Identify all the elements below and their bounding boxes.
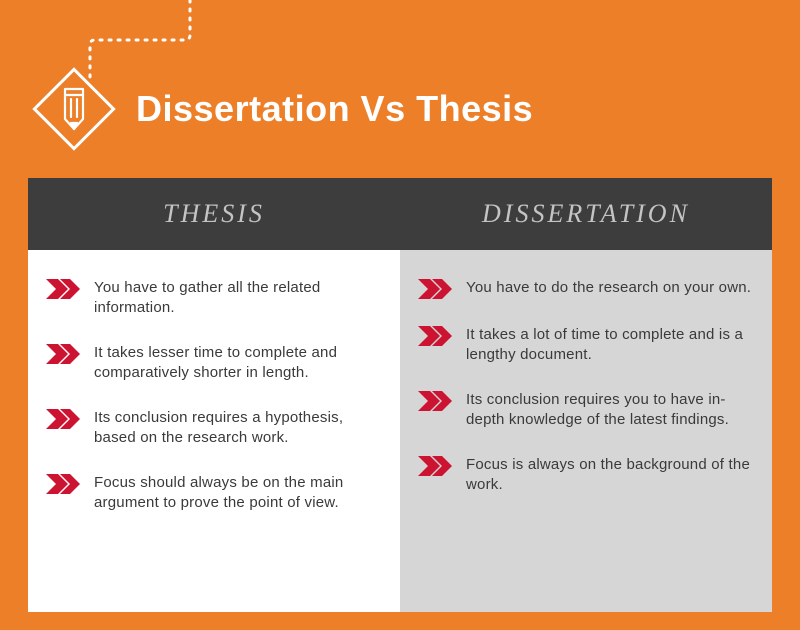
list-item: Focus should always be on the main argum… [46, 473, 380, 512]
item-text: It takes a lot of time to complete and i… [466, 325, 752, 364]
header: Dissertation Vs Thesis [0, 0, 800, 178]
item-text: Focus is always on the background of the… [466, 455, 752, 494]
list-item: It takes a lot of time to complete and i… [418, 325, 752, 364]
list-item: Focus is always on the background of the… [418, 455, 752, 494]
item-text: Its conclusion requires a hypothesis, ba… [94, 408, 380, 447]
column-heading-thesis: THESIS [28, 178, 400, 250]
arrow-icon [418, 279, 452, 299]
list-item: You have to do the research on your own. [418, 278, 752, 299]
arrow-icon [46, 474, 80, 494]
list-item: Its conclusion requires you to have in-d… [418, 390, 752, 429]
list-item: You have to gather all the related infor… [46, 278, 380, 317]
item-text: Its conclusion requires you to have in-d… [466, 390, 752, 429]
column-dissertation: You have to do the research on your own.… [400, 250, 772, 612]
item-text: You have to do the research on your own. [466, 278, 751, 298]
main-title: Dissertation Vs Thesis [136, 88, 533, 130]
column-heading-dissertation: DISSERTATION [400, 178, 772, 250]
table-body: You have to gather all the related infor… [28, 250, 772, 612]
pencil-diamond-icon [30, 65, 118, 153]
item-text: Focus should always be on the main argum… [94, 473, 380, 512]
table-header-row: THESIS DISSERTATION [28, 178, 772, 250]
comparison-table: THESIS DISSERTATION You have to gather a… [28, 178, 772, 612]
arrow-icon [46, 279, 80, 299]
arrow-icon [418, 456, 452, 476]
diamond-outline [34, 69, 113, 148]
arrow-icon [418, 326, 452, 346]
arrow-icon [418, 391, 452, 411]
item-text: It takes lesser time to complete and com… [94, 343, 380, 382]
column-thesis: You have to gather all the related infor… [28, 250, 400, 612]
list-item: Its conclusion requires a hypothesis, ba… [46, 408, 380, 447]
arrow-icon [46, 409, 80, 429]
pencil-icon [65, 89, 83, 129]
arrow-icon [46, 344, 80, 364]
list-item: It takes lesser time to complete and com… [46, 343, 380, 382]
item-text: You have to gather all the related infor… [94, 278, 380, 317]
infographic-canvas: Dissertation Vs Thesis THESIS DISSERTATI… [0, 0, 800, 630]
